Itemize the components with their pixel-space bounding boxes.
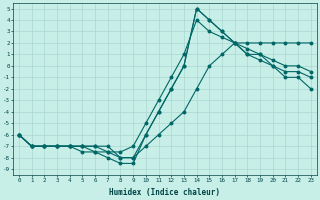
X-axis label: Humidex (Indice chaleur): Humidex (Indice chaleur) — [109, 188, 220, 197]
